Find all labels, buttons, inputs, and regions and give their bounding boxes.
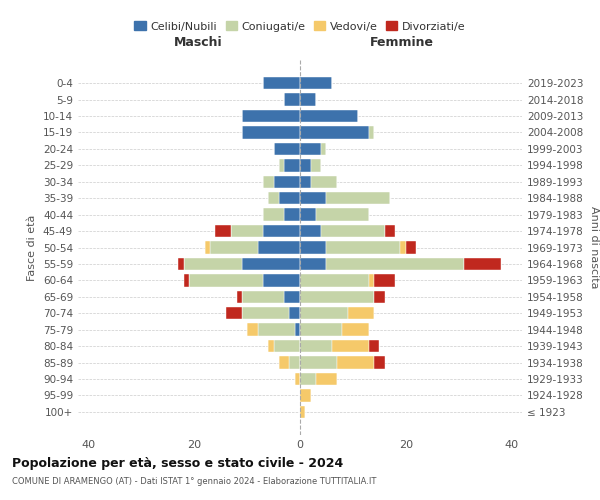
Bar: [263, 225, 300, 237]
Bar: [300, 159, 311, 172]
Bar: [464, 258, 501, 270]
Bar: [300, 94, 316, 106]
Bar: [210, 242, 258, 254]
Bar: [332, 340, 369, 352]
Bar: [400, 242, 406, 254]
Bar: [300, 258, 326, 270]
Bar: [316, 373, 337, 385]
Bar: [263, 274, 300, 286]
Bar: [205, 242, 210, 254]
Bar: [274, 340, 300, 352]
Legend: Celibi/Nubili, Coniugati/e, Vedovi/e, Divorziati/e: Celibi/Nubili, Coniugati/e, Vedovi/e, Di…: [130, 17, 470, 36]
Bar: [300, 208, 316, 221]
Bar: [226, 307, 242, 320]
Bar: [300, 406, 305, 418]
Bar: [242, 110, 300, 122]
Bar: [263, 176, 274, 188]
Bar: [385, 225, 395, 237]
Bar: [300, 176, 311, 188]
Bar: [242, 307, 289, 320]
Bar: [321, 143, 326, 155]
Bar: [268, 192, 279, 204]
Bar: [300, 192, 326, 204]
Bar: [300, 356, 337, 368]
Bar: [300, 225, 321, 237]
Bar: [289, 356, 300, 368]
Bar: [258, 324, 295, 336]
Bar: [406, 242, 416, 254]
Bar: [263, 77, 300, 90]
Bar: [300, 274, 369, 286]
Bar: [184, 258, 242, 270]
Bar: [274, 143, 300, 155]
Bar: [189, 274, 263, 286]
Bar: [300, 340, 332, 352]
Bar: [279, 159, 284, 172]
Bar: [279, 192, 300, 204]
Bar: [263, 208, 284, 221]
Bar: [242, 258, 300, 270]
Bar: [300, 242, 326, 254]
Y-axis label: Anni di nascita: Anni di nascita: [589, 206, 599, 289]
Bar: [369, 126, 374, 138]
Bar: [242, 126, 300, 138]
Bar: [342, 324, 369, 336]
Bar: [374, 274, 395, 286]
Bar: [184, 274, 189, 286]
Bar: [300, 324, 342, 336]
Bar: [374, 356, 385, 368]
Bar: [321, 225, 385, 237]
Bar: [268, 340, 274, 352]
Bar: [300, 373, 316, 385]
Bar: [347, 307, 374, 320]
Bar: [369, 340, 379, 352]
Y-axis label: Fasce di età: Fasce di età: [28, 214, 37, 280]
Bar: [369, 274, 374, 286]
Bar: [258, 242, 300, 254]
Text: COMUNE DI ARAMENGO (AT) - Dati ISTAT 1° gennaio 2024 - Elaborazione TUTTITALIA.I: COMUNE DI ARAMENGO (AT) - Dati ISTAT 1° …: [12, 478, 376, 486]
Text: Femmine: Femmine: [370, 36, 434, 49]
Bar: [236, 290, 242, 303]
Bar: [215, 225, 231, 237]
Bar: [284, 208, 300, 221]
Bar: [326, 192, 390, 204]
Bar: [300, 110, 358, 122]
Bar: [231, 225, 263, 237]
Text: Maschi: Maschi: [173, 36, 222, 49]
Bar: [289, 307, 300, 320]
Bar: [295, 373, 300, 385]
Bar: [242, 290, 284, 303]
Bar: [316, 208, 369, 221]
Bar: [300, 290, 374, 303]
Bar: [279, 356, 289, 368]
Bar: [247, 324, 258, 336]
Bar: [300, 143, 321, 155]
Bar: [274, 176, 300, 188]
Bar: [178, 258, 184, 270]
Bar: [300, 77, 332, 90]
Bar: [284, 159, 300, 172]
Bar: [295, 324, 300, 336]
Bar: [284, 290, 300, 303]
Bar: [300, 389, 311, 402]
Bar: [284, 94, 300, 106]
Text: Popolazione per età, sesso e stato civile - 2024: Popolazione per età, sesso e stato civil…: [12, 458, 343, 470]
Bar: [337, 356, 374, 368]
Bar: [311, 159, 321, 172]
Bar: [326, 242, 400, 254]
Bar: [300, 126, 369, 138]
Bar: [300, 307, 347, 320]
Bar: [311, 176, 337, 188]
Bar: [374, 290, 385, 303]
Bar: [326, 258, 464, 270]
